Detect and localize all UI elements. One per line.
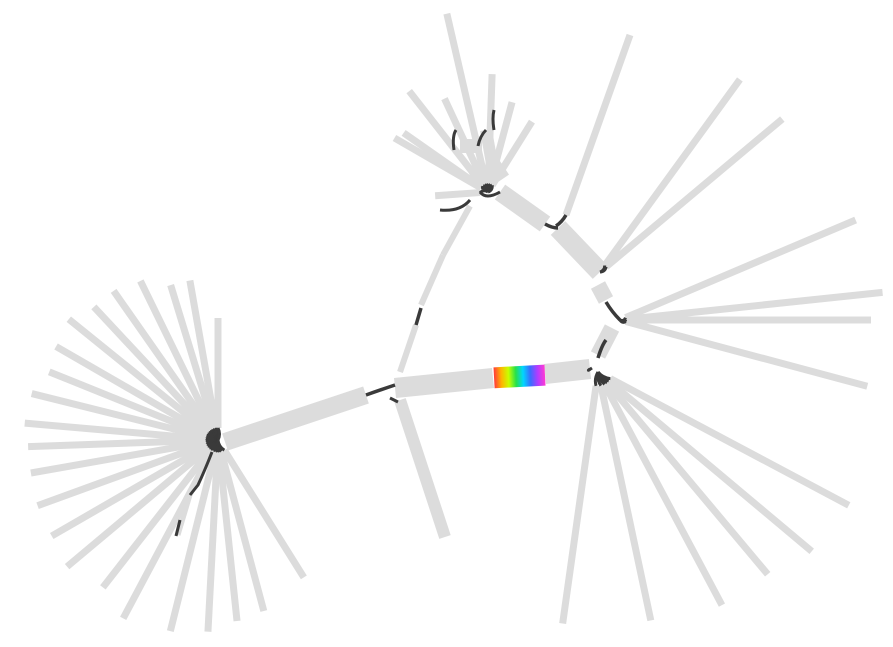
segment-22 — [221, 448, 307, 580]
graph-links — [174, 109, 628, 537]
highlighted-segment-rainbow — [493, 364, 546, 389]
segment-7 — [54, 343, 210, 438]
link-59 — [478, 190, 501, 198]
link-25 — [174, 519, 182, 537]
segment-40 — [625, 288, 883, 323]
segment-43 — [590, 281, 614, 304]
link-27 — [414, 307, 423, 326]
graph-segments — [24, 12, 883, 632]
segment-5 — [91, 304, 213, 434]
segment-46 — [550, 221, 608, 279]
segment-20 — [215, 451, 241, 622]
link-34 — [596, 371, 611, 381]
segment-60 — [466, 163, 488, 189]
segment-14 — [49, 442, 210, 540]
link-23 — [216, 427, 221, 441]
segment-47 — [562, 33, 634, 217]
highlighted-segment — [493, 364, 546, 389]
segment-29 — [397, 324, 419, 373]
segment-31 — [440, 204, 473, 257]
link-58 — [439, 198, 472, 212]
link-56 — [476, 128, 488, 147]
link-36 — [596, 338, 608, 359]
segment-34 — [601, 382, 726, 607]
segment-18 — [166, 450, 219, 632]
segment-16 — [100, 447, 214, 590]
segment-32 — [559, 385, 600, 625]
segment-2 — [167, 284, 218, 430]
segment-10 — [24, 419, 207, 443]
segment-44 — [601, 77, 743, 268]
link-24 — [188, 451, 214, 496]
link-26 — [365, 383, 396, 397]
segment-27 — [543, 359, 592, 384]
segment-39 — [624, 216, 858, 321]
link-54 — [486, 183, 492, 193]
segment-61 — [487, 156, 509, 182]
segment-13 — [36, 440, 208, 509]
segment-50 — [392, 134, 483, 192]
link-45 — [544, 222, 559, 230]
segment-30 — [418, 253, 446, 307]
segment-8 — [47, 368, 209, 439]
segment-36 — [606, 378, 814, 555]
link-55 — [451, 129, 458, 151]
segment-37 — [608, 375, 851, 509]
segment-15 — [64, 445, 212, 570]
segment-33 — [597, 384, 655, 622]
segment-9 — [30, 390, 208, 441]
segment-4 — [110, 288, 214, 433]
segment-48 — [494, 184, 551, 232]
link-40 — [618, 319, 627, 324]
link-22 — [216, 439, 226, 452]
segment-52 — [443, 12, 490, 185]
segment-42 — [624, 318, 869, 390]
segment-55 — [434, 189, 481, 200]
segment-21 — [217, 450, 268, 612]
link-43 — [599, 266, 608, 274]
segment-45 — [603, 116, 785, 270]
segment-35 — [604, 380, 771, 577]
link-35 — [586, 366, 593, 372]
segment-28 — [394, 398, 451, 539]
segment-6 — [66, 316, 211, 436]
segment-1 — [186, 279, 220, 429]
segment-26 — [393, 368, 495, 398]
link-44 — [554, 214, 568, 228]
segment-11 — [27, 436, 207, 451]
link-41 — [604, 301, 622, 322]
segment-19 — [204, 451, 221, 632]
segment-25 — [222, 386, 369, 451]
link-57 — [491, 109, 496, 131]
segment-3 — [137, 279, 216, 431]
link-28 — [389, 396, 399, 404]
segment-17 — [120, 448, 216, 620]
segment-24 — [175, 494, 193, 536]
segment-12 — [30, 438, 207, 477]
